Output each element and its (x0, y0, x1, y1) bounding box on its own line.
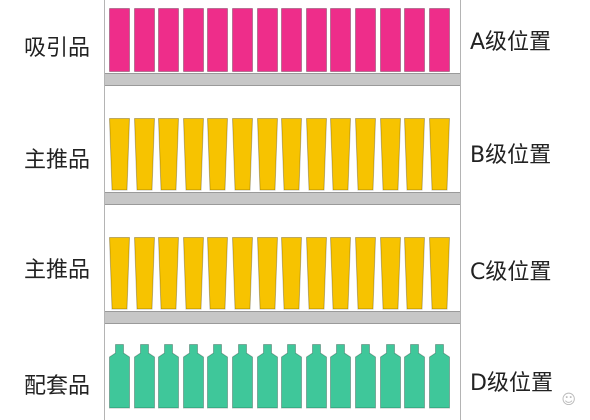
position-label-a: A级位置 (470, 30, 552, 55)
cup-product (354, 237, 377, 310)
row-label-d: 配套品 (24, 374, 91, 399)
cup-product (330, 237, 352, 310)
position-label-c: C级位置 (470, 260, 552, 285)
cup-product (428, 237, 450, 310)
row-label-c: 主推品 (24, 258, 91, 283)
box-product (232, 8, 253, 72)
cup-product (354, 118, 377, 191)
bottle-product (158, 344, 180, 409)
shelf-board-a (105, 73, 460, 86)
cup-product (158, 118, 180, 191)
box-product (355, 8, 376, 72)
shelf-board-b (105, 192, 460, 205)
bottle-product (281, 344, 303, 409)
cup-product (379, 118, 401, 191)
cup-product (182, 118, 204, 191)
box-product (133, 8, 155, 72)
box-product (158, 8, 180, 72)
row-label-b: 主推品 (24, 148, 91, 173)
cup-product (108, 118, 131, 191)
cup-product (305, 118, 327, 191)
box-product (281, 8, 303, 72)
bottle-product (133, 344, 155, 409)
bottle-product (232, 344, 253, 409)
cup-product (231, 118, 254, 191)
box-product (404, 8, 426, 72)
box-product (428, 8, 450, 72)
box-product (109, 8, 130, 72)
cup-product (379, 237, 401, 310)
shelf-board-c (105, 311, 460, 324)
bottle-product (428, 344, 450, 409)
cup-product (207, 237, 229, 310)
bottle-product (207, 344, 229, 409)
cup-product (281, 237, 303, 310)
box-product (207, 8, 229, 72)
cup-product (108, 237, 131, 310)
cup-product (158, 237, 180, 310)
box-product (379, 8, 401, 72)
cup-product (256, 237, 278, 310)
position-label-b: B级位置 (470, 143, 552, 168)
shelf-frame (104, 0, 461, 420)
bottle-product (330, 344, 352, 409)
cup-product (305, 237, 327, 310)
row-label-a: 吸引品 (24, 36, 91, 61)
cup-product (256, 118, 278, 191)
bottle-product (256, 344, 278, 409)
bottle-product (305, 344, 327, 409)
cup-product (428, 118, 450, 191)
box-product (330, 8, 352, 72)
cup-product (281, 118, 303, 191)
cup-product (133, 118, 155, 191)
bottle-product (404, 344, 426, 409)
bottle-product (379, 344, 401, 409)
box-product (256, 8, 278, 72)
cup-product (330, 118, 352, 191)
cup-product (207, 118, 229, 191)
box-product (182, 8, 204, 72)
watermark-icon: ☺ (561, 392, 576, 408)
cup-product (231, 237, 254, 310)
bottle-product (182, 344, 204, 409)
cup-product (404, 237, 426, 310)
cup-product (182, 237, 204, 310)
box-product (305, 8, 327, 72)
cup-product (404, 118, 426, 191)
bottle-product (355, 344, 376, 409)
position-label-d: D级位置 (470, 371, 553, 396)
cup-product (133, 237, 155, 310)
bottle-product (109, 344, 130, 409)
